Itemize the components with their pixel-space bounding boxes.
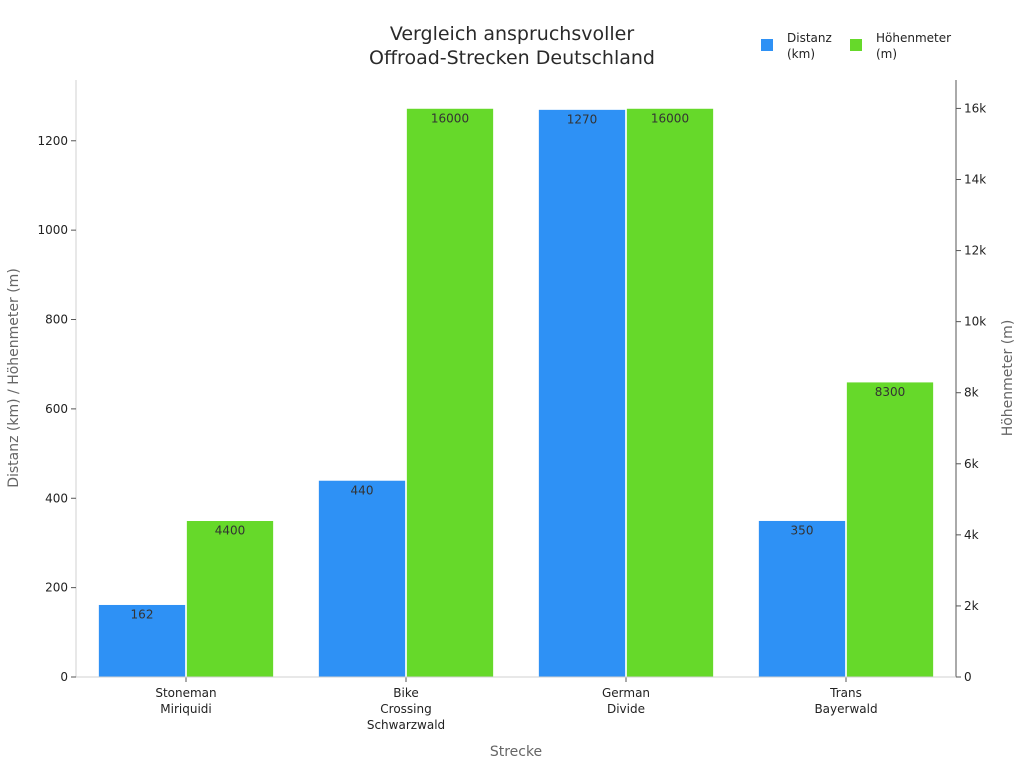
right-y-tick-label: 2k (964, 599, 979, 613)
left-y-axis-title: Distanz (km) / Höhenmeter (m) (6, 268, 22, 488)
left-y-tick-label: 1200 (37, 134, 68, 148)
bar-distanz (538, 109, 626, 678)
data-label: 16000 (651, 111, 689, 125)
right-y-tick-label: 4k (964, 528, 979, 542)
data-label: 350 (791, 524, 814, 538)
right-y-tick-label: 10k (964, 315, 986, 329)
bar-hoehenmeter (846, 381, 934, 678)
left-y-tick-label: 600 (45, 402, 68, 416)
left-y-tick-label: 0 (60, 670, 68, 684)
legend-swatch-hoehenmeter (850, 39, 862, 51)
left-y-tick-label: 800 (45, 313, 68, 327)
left-y-tick-label: 200 (45, 581, 68, 595)
data-label: 1270 (567, 112, 598, 126)
x-axis-title: Strecke (490, 744, 542, 760)
right-y-axis-title: Höhenmeter (m) (1000, 320, 1016, 437)
left-y-tick-label: 400 (45, 491, 68, 505)
legend-label: Distanz (km) (787, 31, 832, 61)
legend: Distanz (km) Höhenmeter (m) (761, 31, 951, 61)
x-tick-label: Bike Crossing Schwarzwald (367, 686, 445, 732)
data-label: 16000 (431, 111, 469, 125)
bar-hoehenmeter (626, 108, 714, 678)
legend-label: Höhenmeter (m) (876, 31, 951, 61)
right-y-tick-label: 6k (964, 457, 979, 471)
bar-distanz (98, 604, 186, 678)
chart-title: Vergleich anspruchsvoller Offroad-Strecke… (369, 23, 655, 69)
left-y-tick-label: 1000 (37, 223, 68, 237)
bar-hoehenmeter (186, 520, 274, 678)
bar-distanz (758, 520, 846, 678)
data-label: 4400 (215, 524, 246, 538)
bar-hoehenmeter (406, 108, 494, 678)
right-y-tick-label: 8k (964, 386, 979, 400)
legend-swatch-distanz (761, 39, 773, 51)
right-y-tick-label: 0 (964, 670, 972, 684)
x-tick-label: Trans Bayerwald (814, 686, 877, 716)
right-y-tick-label: 16k (964, 101, 986, 115)
x-tick-label: German Divide (602, 686, 650, 716)
data-label: 162 (131, 608, 154, 622)
bar-distanz (318, 480, 406, 678)
data-label: 8300 (875, 385, 906, 399)
data-label: 440 (351, 483, 374, 497)
x-tick-label: Stoneman Miriquidi (155, 686, 216, 716)
right-y-tick-label: 12k (964, 244, 986, 258)
right-y-tick-label: 14k (964, 173, 986, 187)
